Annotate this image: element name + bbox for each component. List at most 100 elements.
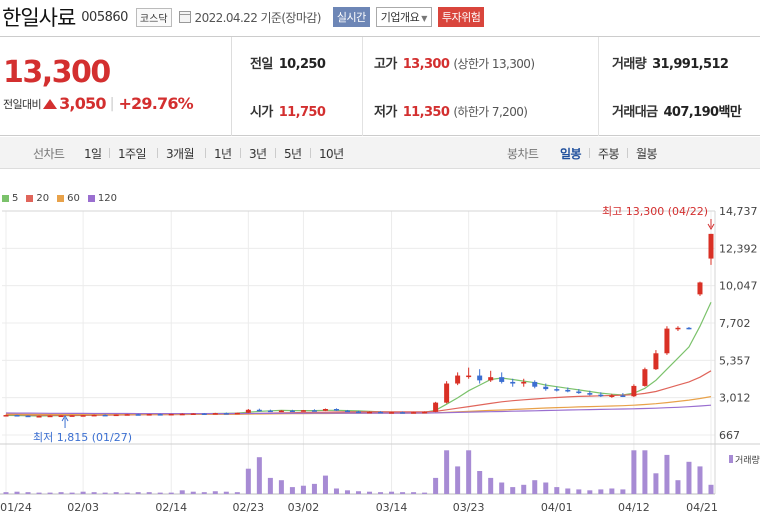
candle-body <box>532 381 538 387</box>
divider <box>598 37 599 136</box>
candle-chart-label: 봉차트 <box>507 147 539 161</box>
tab-10y[interactable]: 10년 <box>319 147 344 161</box>
volume-bar <box>179 490 185 494</box>
legend-swatch <box>87 195 95 202</box>
volume-bar <box>675 480 681 494</box>
market-badge: 코스닥 <box>135 7 172 27</box>
candle-body <box>499 377 505 382</box>
base-date: 2022.04.22 기준(장마감) <box>194 10 322 25</box>
tab-1w[interactable]: 1주일 <box>118 147 147 161</box>
candle-body <box>587 393 593 395</box>
tab-weekly[interactable]: 주봉 <box>598 147 619 161</box>
company-overview-label: 기업개요 <box>380 11 420 24</box>
company-overview-dropdown[interactable]: 기업개요 ▼ <box>375 7 432 27</box>
candle-body <box>675 327 681 330</box>
chart-grid <box>0 210 760 495</box>
prev-close-label: 전일 <box>250 57 273 72</box>
candle-body <box>201 413 207 415</box>
volume-bar <box>400 492 406 494</box>
candle-body <box>411 412 417 414</box>
y-tick-label: 3,012 <box>719 392 751 405</box>
candle-body <box>356 411 361 414</box>
volume-bar <box>488 477 494 494</box>
volume-bar <box>14 491 20 494</box>
change-row: 전일대비 3,050 | +29.76% <box>3 94 194 113</box>
tab-separator <box>275 148 276 158</box>
tab-5y[interactable]: 5년 <box>284 147 302 161</box>
volume-bar <box>135 492 141 494</box>
volume-bar <box>311 483 317 494</box>
investment-risk-badge[interactable]: 투자위험 <box>437 7 485 27</box>
volume-legend-label: 거래량 <box>735 454 760 466</box>
volume-bar <box>598 489 604 494</box>
volume-bar <box>620 489 626 494</box>
volume-bar <box>278 480 284 494</box>
legend-ma5: 5 <box>2 193 18 204</box>
x-tick-label: 03/14 <box>376 501 408 514</box>
amount-cell: 거래대금 407,190백만 <box>612 101 742 120</box>
candle-body <box>245 409 251 413</box>
amount-unit: 백만 <box>718 105 742 120</box>
volume-bar <box>146 492 152 494</box>
volume-bar <box>664 454 670 494</box>
volume-bar <box>102 492 108 494</box>
tab-daily[interactable]: 일봉 <box>560 147 581 161</box>
volume-bar <box>3 492 9 494</box>
candle-body <box>686 327 692 330</box>
separator: | <box>109 95 115 112</box>
tab-3m[interactable]: 3개월 <box>166 147 195 161</box>
volume-bar <box>532 480 538 494</box>
volume-bar <box>223 491 229 494</box>
volume-bar <box>653 473 659 494</box>
candle-body <box>289 410 295 413</box>
high-annotation: 최고 13,300 (04/22) <box>602 205 708 218</box>
candle-body <box>466 375 472 378</box>
candle-body <box>708 233 714 259</box>
calendar-icon <box>178 11 191 23</box>
candle-body <box>36 416 42 418</box>
realtime-button[interactable]: 실시간 <box>332 7 370 27</box>
tab-3y[interactable]: 3년 <box>249 147 267 161</box>
candle-body <box>168 413 174 416</box>
chart-annotations: 최고 13,300 (04/22) 최저 1,815 (01/27) <box>33 205 715 444</box>
candle-body <box>543 386 549 390</box>
candle-body <box>190 413 196 415</box>
y-tick-label: 14,737 <box>719 205 758 218</box>
candle-body <box>631 385 637 397</box>
candle-body <box>367 411 373 414</box>
down-arrow-icon <box>707 223 715 230</box>
tab-1y[interactable]: 1년 <box>214 147 232 161</box>
candle-body <box>565 389 571 392</box>
x-tick-label: 04/01 <box>541 501 573 514</box>
volume-bar <box>289 487 295 494</box>
volume-bar <box>58 492 64 494</box>
moving-averages <box>5 302 712 417</box>
current-price: 13,300 <box>3 55 111 90</box>
candle-body <box>102 414 108 417</box>
candle-body <box>433 402 439 412</box>
x-tick-label: 03/23 <box>453 501 485 514</box>
volume-bar <box>157 492 163 494</box>
tab-monthly[interactable]: 월봉 <box>636 147 657 161</box>
candle-body <box>300 410 306 412</box>
tab-separator <box>157 148 158 158</box>
candle-body <box>333 409 339 411</box>
tab-1d[interactable]: 1일 <box>84 147 102 161</box>
volume-bar <box>411 492 417 494</box>
change-amount: 3,050 <box>59 94 106 113</box>
candle-body <box>510 381 516 384</box>
volume-bar <box>367 491 373 494</box>
volume-bar <box>433 477 439 494</box>
volume-cell: 거래량 31,991,512 <box>612 53 729 72</box>
candle-body <box>146 414 152 416</box>
volume-bar <box>344 490 350 494</box>
candle-body <box>234 412 240 415</box>
amount-label: 거래대금 <box>612 105 658 120</box>
volume-bars <box>3 450 714 494</box>
volume-bar <box>267 477 273 494</box>
volume-bar <box>300 485 306 494</box>
candle-body <box>609 395 615 397</box>
low-label: 저가 <box>374 105 397 120</box>
candle-body <box>664 328 670 354</box>
